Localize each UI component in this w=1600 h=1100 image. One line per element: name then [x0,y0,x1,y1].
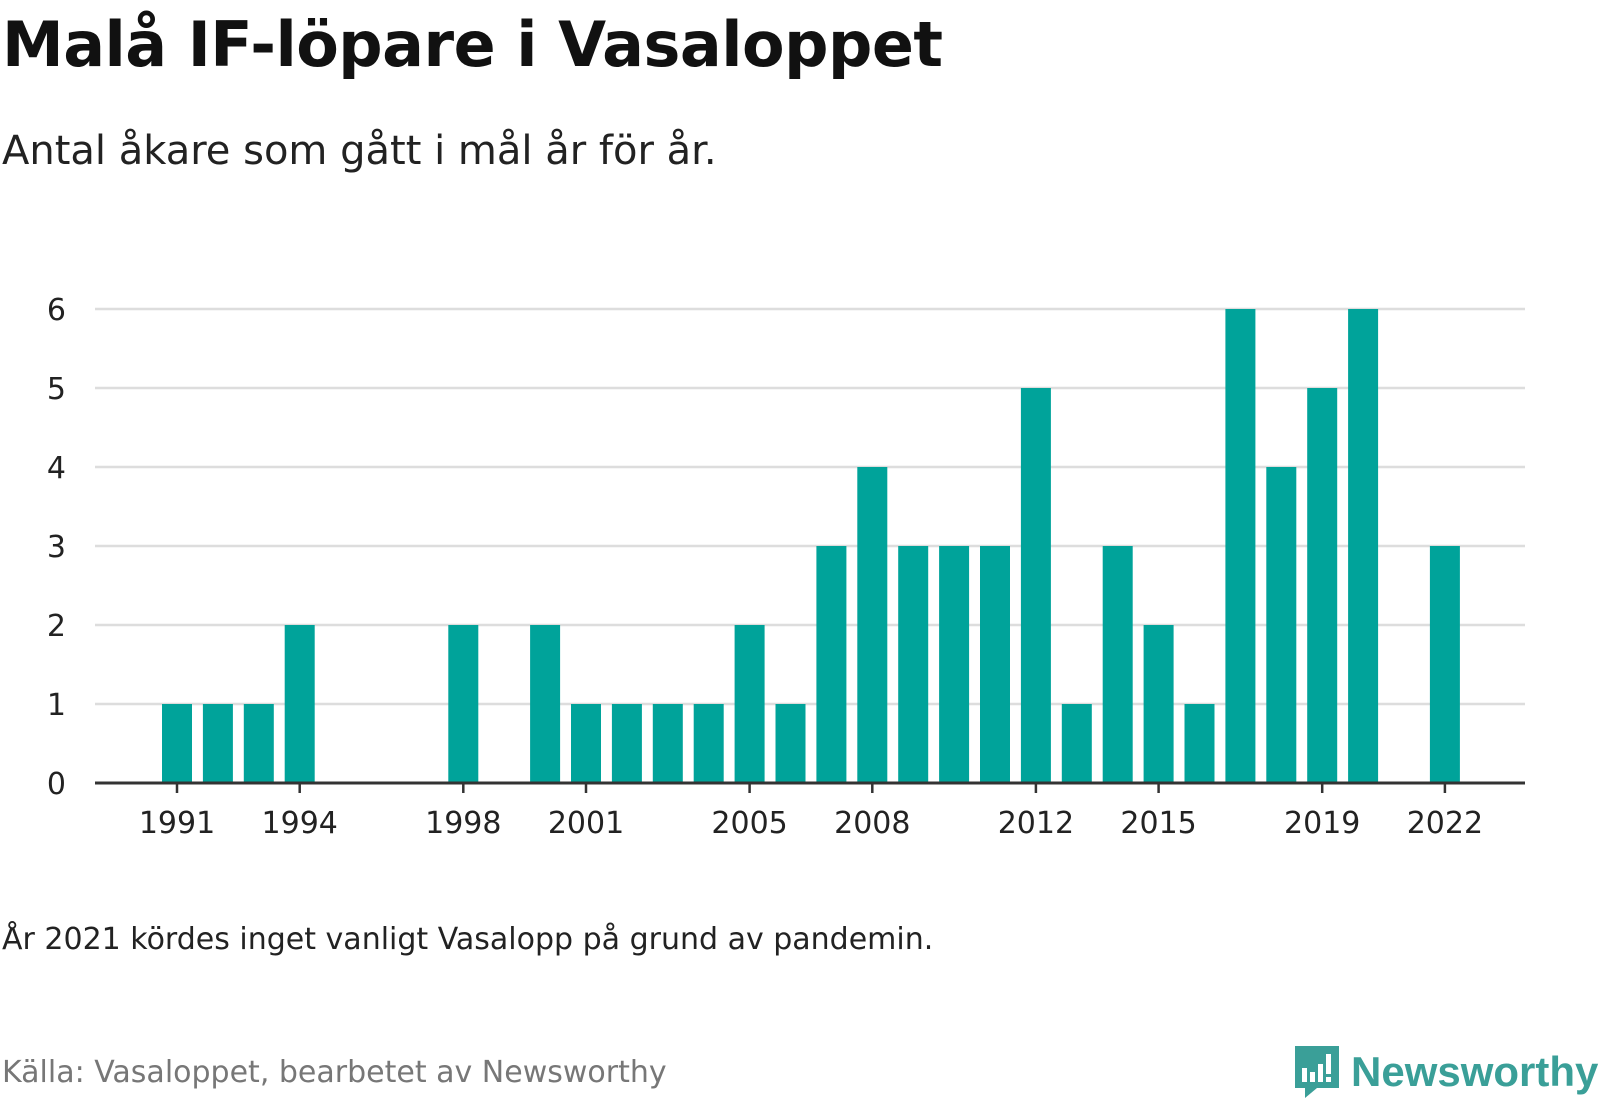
bar-2003 [652,704,683,783]
bar-2019 [1307,388,1338,783]
newsworthy-logo-icon [1295,1046,1339,1098]
bar-2018 [1266,467,1297,783]
bar-2016 [1184,704,1215,783]
bar-2002 [611,704,642,783]
y-tick-label: 3 [47,530,66,565]
bar-2011 [980,546,1010,783]
y-tick-label: 0 [47,767,66,802]
x-tick-label: 2008 [834,806,910,841]
bar-2012 [1020,388,1051,783]
x-tick-label: 2015 [1120,806,1196,841]
y-tick-label: 1 [47,688,66,723]
bar-2017 [1225,309,1256,783]
y-tick-label: 2 [47,609,66,644]
bar-1994 [284,625,315,783]
y-tick-label: 6 [47,293,66,328]
bar-2005 [734,625,765,783]
bar-2013 [1061,704,1092,783]
bar-2007 [816,546,847,783]
newsworthy-logo-text: Newsworthy [1351,1048,1599,1095]
bar-2004 [693,704,724,783]
bar-1992 [202,704,233,783]
x-tick-label: 2022 [1407,806,1483,841]
y-tick-label: 5 [47,372,66,407]
chart-subtitle: Antal åkare som gått i mål år för år. [2,128,717,174]
newsworthy-logo: Newsworthy [1293,1044,1598,1100]
y-tick-label: 4 [47,451,66,486]
bar-2006 [775,704,806,783]
x-tick-label: 2019 [1284,806,1360,841]
bar-1993 [243,704,274,783]
bar-2010 [939,546,970,783]
chart-footnote: År 2021 kördes inget vanligt Vasalopp på… [2,922,934,957]
bar-2014 [1102,546,1133,783]
x-tick-label: 1991 [139,806,215,841]
bar-2001 [571,704,601,783]
bar-1991 [162,704,192,783]
bar-chart: 0 1 2 3 4 5 6 1991 1994 1998 2001 2005 2008 2012 2015 2… [47,293,1525,841]
bar-2020 [1348,309,1379,783]
bar-2008 [857,467,888,783]
bar-2000 [530,625,561,783]
x-tick-label: 2012 [998,806,1074,841]
bar-2009 [898,546,929,783]
bar-2022 [1429,546,1460,783]
x-tick-label: 2001 [548,806,624,841]
x-tick-label: 1998 [425,806,501,841]
x-tick-label: 2005 [711,806,787,841]
bar-2015 [1143,625,1174,783]
chart-title: Malå IF-löpare i Vasaloppet [2,8,943,81]
source-credit: Källa: Vasaloppet, bearbetet av Newswort… [2,1055,667,1090]
x-tick-label: 1994 [262,806,338,841]
bar-1998 [448,625,479,783]
